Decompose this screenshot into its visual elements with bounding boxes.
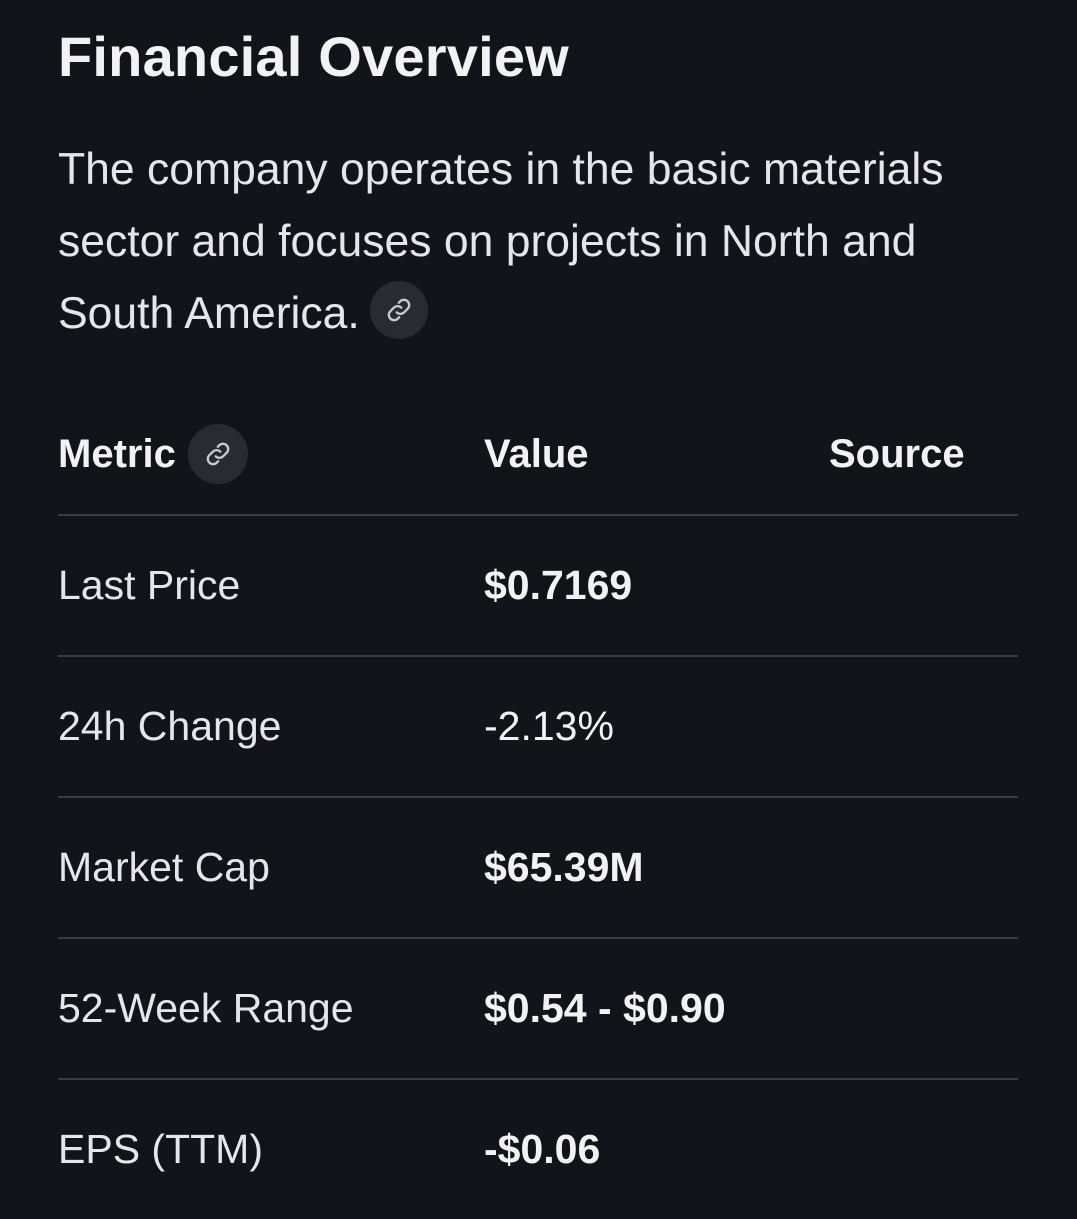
table-row: 52-Week Range $0.54 - $0.90 xyxy=(58,939,1018,1080)
section-title: Financial Overview xyxy=(58,25,569,88)
header-metric-label: Metric xyxy=(58,431,176,476)
table-row: EPS (TTM) -$0.06 xyxy=(58,1080,1018,1219)
table-row: Market Cap $65.39M xyxy=(58,798,1018,939)
table-header: Metric Value Source xyxy=(58,414,1018,516)
header-value: Value xyxy=(484,431,589,476)
table-row: 24h Change -2.13% xyxy=(58,657,1018,798)
header-metric: Metric xyxy=(58,414,248,494)
link-icon xyxy=(387,298,411,322)
metric-cell: Market Cap xyxy=(58,844,270,890)
value-cell: $0.54 - $0.90 xyxy=(484,985,726,1031)
value-cell: -2.13% xyxy=(484,703,614,749)
value-cell: $0.7169 xyxy=(484,562,633,608)
metric-cell: 24h Change xyxy=(58,703,282,749)
metric-cell: 52-Week Range xyxy=(58,985,354,1031)
section-description: The company operates in the basic materi… xyxy=(58,134,1026,350)
link-icon xyxy=(206,442,230,466)
description-link-button[interactable] xyxy=(369,281,428,340)
value-cell: $65.39M xyxy=(484,844,644,890)
metric-cell: EPS (TTM) xyxy=(58,1126,263,1172)
metrics-table: Metric Value Source Last Price $0.7169 24h… xyxy=(58,414,1018,1219)
value-cell: -$0.06 xyxy=(484,1126,601,1172)
description-text: The company operates in the basic materi… xyxy=(58,145,944,338)
metric-cell: Last Price xyxy=(58,562,241,608)
table-row: Last Price $0.7169 xyxy=(58,516,1018,657)
metric-link-button[interactable] xyxy=(187,424,248,484)
table-body: Last Price $0.7169 24h Change -2.13% Market … xyxy=(58,516,1018,1219)
header-source: Source xyxy=(829,431,965,476)
